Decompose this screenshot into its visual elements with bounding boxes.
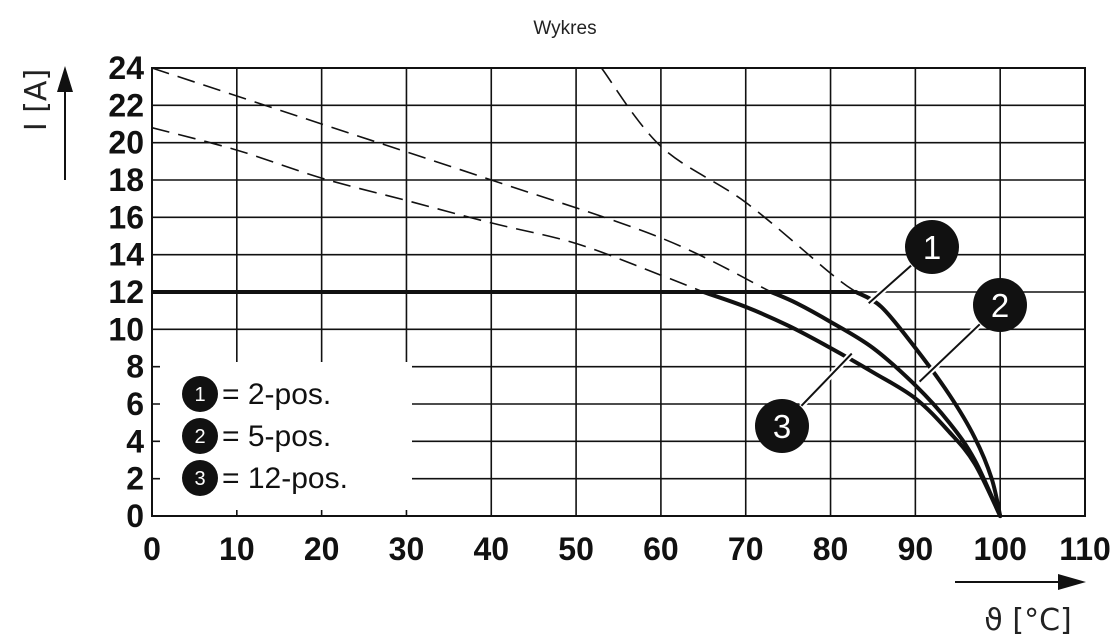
- x-tick-label: 90: [898, 531, 934, 567]
- callout-1: 1: [866, 220, 959, 306]
- y-tick-label: 4: [126, 423, 144, 459]
- x-axis-label-group: ϑ [°C]: [955, 574, 1086, 638]
- legend-item: 2 = 5-pos.: [182, 418, 331, 454]
- x-tick-labels: 0 10 20 30 40 50 60 70 80 90 100 110: [143, 531, 1111, 567]
- chart-title: Wykres: [533, 18, 596, 39]
- callout-badge: [905, 220, 959, 274]
- y-tick-label: 10: [108, 311, 144, 347]
- extrapolation-lines: [151, 67, 857, 293]
- x-tick-label: 20: [304, 531, 340, 567]
- y-tick-label: 8: [126, 349, 144, 385]
- extrapolation-line-1: [600, 67, 857, 293]
- extrapolation-line-2: [151, 67, 772, 293]
- extrapolation-line-3: [151, 126, 704, 293]
- y-tick-label: 16: [108, 199, 144, 235]
- legend-label: = 12-pos.: [222, 462, 348, 495]
- callout-number: 2: [991, 287, 1009, 324]
- y-tick-label: 0: [126, 498, 144, 534]
- series-line-2: [769, 290, 1003, 518]
- curve-callouts: 1 2 3: [755, 220, 1027, 453]
- legend-marker-number: 3: [194, 468, 205, 490]
- y-tick-label: 12: [108, 274, 144, 310]
- legend-item: 1 = 2-pos.: [182, 376, 331, 412]
- callout-leader-line: [868, 264, 912, 304]
- callout-number: 3: [773, 408, 791, 445]
- x-axis-arrow-head: [1058, 574, 1086, 590]
- legend-marker-badge: [182, 460, 218, 496]
- x-tick-label: 110: [1059, 531, 1111, 567]
- x-tick-label: 10: [219, 531, 255, 567]
- x-tick-label: 80: [813, 531, 849, 567]
- callout-leader-line: [800, 352, 853, 407]
- series-curves: [152, 290, 1003, 518]
- x-tick-label: 0: [143, 531, 161, 567]
- callout-2: 2: [917, 278, 1027, 384]
- y-tick-label: 24: [108, 50, 144, 86]
- y-tick-label: 2: [126, 461, 144, 497]
- x-tick-label: 40: [473, 531, 509, 567]
- callout-number: 1: [923, 229, 941, 266]
- series-line-3: [701, 290, 1003, 518]
- y-tick-label: 22: [108, 87, 144, 123]
- callout-3: 3: [755, 351, 854, 453]
- series-line-1: [854, 290, 1003, 518]
- x-tick-label: 60: [643, 531, 679, 567]
- legend-marker-number: 2: [194, 426, 205, 448]
- legend-marker-number: 1: [194, 384, 205, 406]
- legend-marker-badge: [182, 418, 218, 454]
- legend-label: = 2-pos.: [222, 378, 331, 411]
- legend-label: = 5-pos.: [222, 420, 331, 453]
- legend: 1 = 2-pos. 2 = 5-pos. 3 = 12-pos.: [160, 362, 412, 510]
- legend-marker-badge: [182, 376, 218, 412]
- x-tick-label: 100: [973, 531, 1026, 567]
- y-axis-label-group: I [A]: [19, 66, 73, 180]
- callout-badge: [755, 399, 809, 453]
- plot-frame: [151, 67, 1086, 517]
- legend-item: 3 = 12-pos.: [182, 460, 348, 496]
- x-tick-label: 50: [558, 531, 594, 567]
- y-tick-label: 20: [108, 125, 144, 161]
- y-tick-label: 18: [108, 162, 144, 198]
- callout-leader-line: [918, 323, 981, 383]
- callout-badge: [973, 278, 1027, 332]
- y-axis-label: I [A]: [19, 69, 54, 131]
- x-axis-label: ϑ [°C]: [984, 603, 1071, 638]
- y-tick-label: 6: [126, 386, 144, 422]
- y-tick-label: 14: [108, 237, 144, 273]
- y-axis-arrow-head: [57, 66, 73, 92]
- x-tick-label: 70: [728, 531, 764, 567]
- x-tick-label: 30: [389, 531, 425, 567]
